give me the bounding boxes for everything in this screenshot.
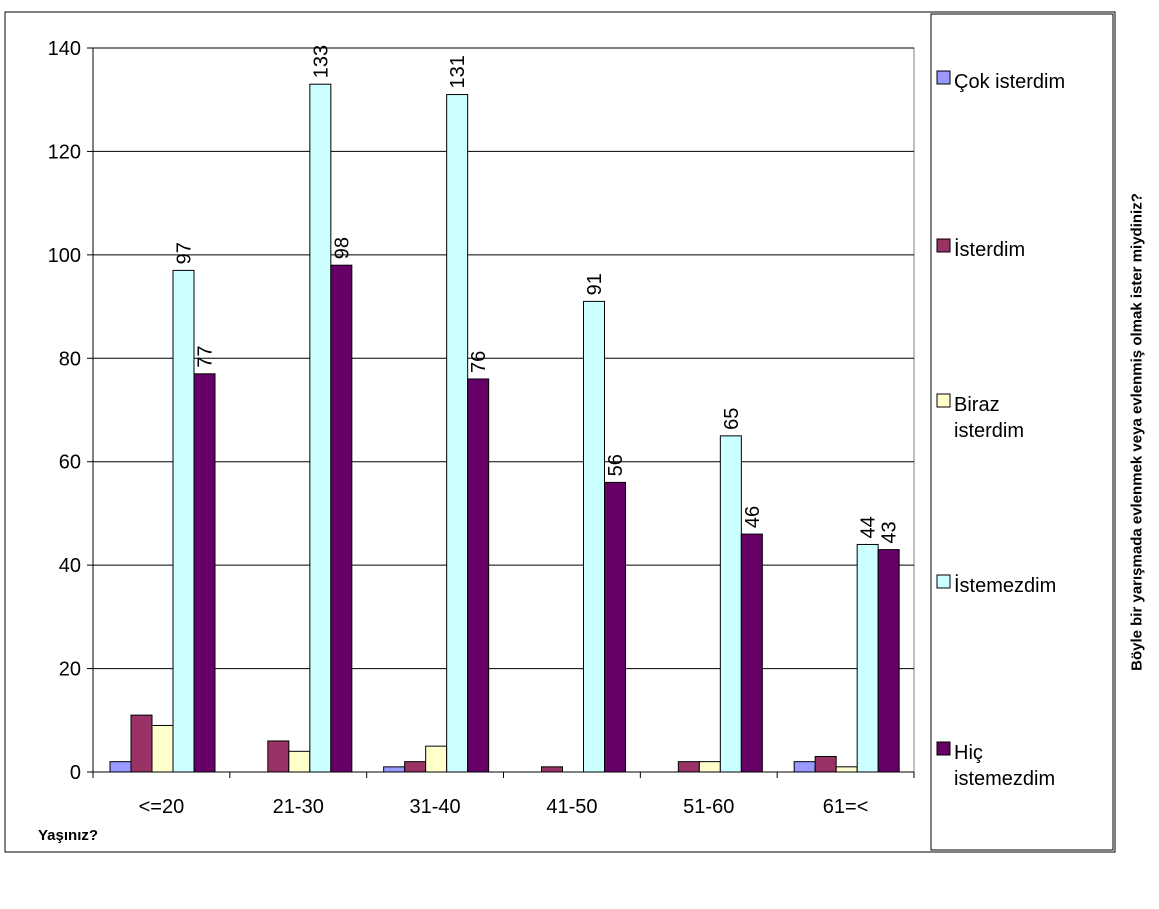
bar <box>583 300 605 773</box>
legend-swatch <box>936 393 951 408</box>
x-tick-label: <=20 <box>139 796 185 818</box>
bar <box>835 766 858 773</box>
bar-data-label: 43 <box>879 521 901 543</box>
bar <box>383 766 406 773</box>
y-tick-label: 40 <box>59 555 81 577</box>
bar <box>109 761 132 773</box>
legend-label: Hiç istemezdim <box>954 742 1055 790</box>
bar-data-label: 97 <box>174 242 196 264</box>
y-tick-label: 140 <box>48 38 81 60</box>
y-axis-title: Böyle bir yarışmada evlenmek veya evlenm… <box>1128 193 1146 671</box>
bar-data-label: 91 <box>584 273 606 295</box>
bar <box>698 761 721 773</box>
bar <box>151 724 174 773</box>
bar <box>172 269 195 773</box>
legend-swatch <box>936 741 951 756</box>
y-axis-title-container: Böyle bir yarışmada evlenmek veya evlenm… <box>1120 12 1154 852</box>
bar <box>130 714 153 773</box>
x-tick-label: 41-50 <box>546 796 597 818</box>
bar-data-label: 76 <box>468 351 490 373</box>
legend-box <box>930 13 1114 851</box>
bar <box>541 766 563 773</box>
x-axis-title: Yaşınız? <box>38 827 99 844</box>
legend-label: Çok isterdim <box>954 71 1065 93</box>
bar <box>404 761 427 773</box>
bar-data-label: 46 <box>742 506 764 528</box>
bar <box>467 378 490 773</box>
bar <box>425 745 448 773</box>
bar <box>267 740 290 773</box>
bar-data-label: 133 <box>310 45 332 78</box>
bar-data-label: 77 <box>195 346 217 368</box>
bar <box>446 94 469 773</box>
bar <box>719 435 742 773</box>
y-tick-label: 60 <box>59 452 81 474</box>
bar <box>877 549 900 773</box>
legend-label: İstemezdim <box>954 574 1056 597</box>
bar-data-label: 98 <box>331 237 353 259</box>
y-tick-label: 100 <box>48 245 81 267</box>
bar-data-label: 56 <box>605 454 627 476</box>
y-tick-label: 80 <box>59 348 81 370</box>
legend-swatch <box>936 70 951 85</box>
bar <box>604 481 626 773</box>
plot-background <box>92 47 915 773</box>
bar-data-label: 131 <box>447 55 469 88</box>
bar <box>309 83 332 773</box>
x-tick-label: 31-40 <box>410 796 461 818</box>
bar <box>193 373 216 773</box>
x-tick-label: 51-60 <box>683 796 734 818</box>
bar <box>288 750 311 773</box>
bar <box>740 533 763 773</box>
y-tick-label: 0 <box>70 762 81 784</box>
legend-label: İsterdim <box>954 238 1025 261</box>
legend-swatch <box>936 574 951 589</box>
bar <box>677 761 700 773</box>
bar <box>856 543 879 773</box>
bar <box>814 755 837 773</box>
bar-data-label: 65 <box>721 408 743 430</box>
plot-area: 0 20 40 60 80 100 120 140 <=20 21-30 31-40 41-50 51-… <box>48 38 915 818</box>
x-tick-label: 21-30 <box>273 796 324 818</box>
y-tick-label: 120 <box>48 141 81 163</box>
y-tick-label: 20 <box>59 659 81 681</box>
legend-label: Biraz isterdim <box>954 394 1024 442</box>
bar-data-label: 44 <box>858 516 880 538</box>
chart-frame: 0 20 40 60 80 100 120 140 <=20 21-30 31-40 41-50 51-… <box>4 11 1116 853</box>
bar <box>330 264 353 773</box>
legend-swatch <box>936 238 951 253</box>
bar <box>793 761 816 773</box>
legend: Çok isterdim İsterdim Biraz isterdim İstemez… <box>936 70 1065 790</box>
x-tick-label: 61=< <box>823 796 869 818</box>
